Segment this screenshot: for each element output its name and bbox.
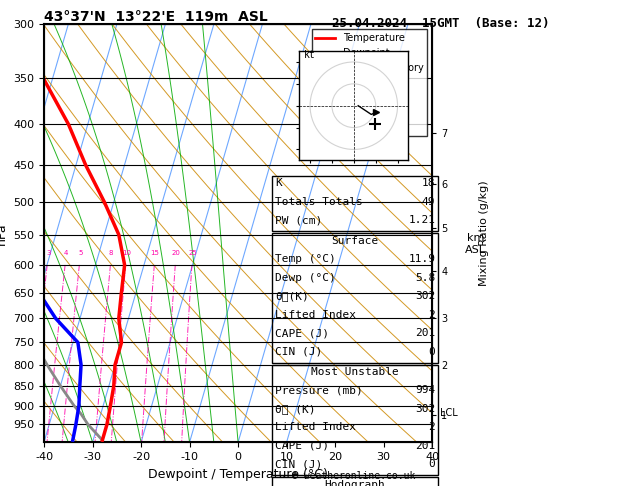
Text: 25: 25	[188, 250, 197, 256]
Text: 201: 201	[415, 328, 435, 338]
Text: 18: 18	[422, 178, 435, 189]
Text: 8: 8	[109, 250, 113, 256]
Text: 994: 994	[415, 385, 435, 396]
Text: PW (cm): PW (cm)	[275, 215, 322, 226]
Text: 0: 0	[428, 347, 435, 357]
Text: Totals Totals: Totals Totals	[275, 197, 363, 207]
Text: 302: 302	[415, 291, 435, 301]
Text: kt: kt	[304, 50, 315, 60]
Text: θᴄ (K): θᴄ (K)	[275, 404, 315, 414]
Y-axis label: hPa: hPa	[0, 222, 8, 244]
Text: CAPE (J): CAPE (J)	[275, 441, 329, 451]
Text: 20: 20	[172, 250, 181, 256]
Text: 5.8: 5.8	[415, 273, 435, 283]
Text: Dewp (°C): Dewp (°C)	[275, 273, 336, 283]
Text: 4: 4	[64, 250, 68, 256]
Text: 1.21: 1.21	[408, 215, 435, 226]
Text: Lifted Index: Lifted Index	[275, 310, 356, 320]
Text: CIN (J): CIN (J)	[275, 459, 322, 469]
Text: CAPE (J): CAPE (J)	[275, 328, 329, 338]
Text: 3: 3	[46, 250, 50, 256]
Text: LCL: LCL	[440, 408, 458, 418]
Text: 10: 10	[122, 250, 131, 256]
Legend: Temperature, Dewpoint, Parcel Trajectory, Dry Adiabat, Wet Adiabat, Isotherm, Mi: Temperature, Dewpoint, Parcel Trajectory…	[311, 29, 427, 136]
Text: Surface: Surface	[331, 236, 379, 246]
Text: 2: 2	[428, 310, 435, 320]
X-axis label: Dewpoint / Temperature (°C): Dewpoint / Temperature (°C)	[148, 468, 328, 481]
Text: 302: 302	[415, 404, 435, 414]
Text: 25.04.2024  15GMT  (Base: 12): 25.04.2024 15GMT (Base: 12)	[331, 17, 549, 30]
Text: CIN (J): CIN (J)	[275, 347, 322, 357]
Text: Mixing Ratio (g/kg): Mixing Ratio (g/kg)	[479, 180, 489, 286]
Text: Hodograph: Hodograph	[325, 480, 386, 486]
Text: 15: 15	[150, 250, 159, 256]
Text: 49: 49	[422, 197, 435, 207]
Text: Lifted Index: Lifted Index	[275, 422, 356, 433]
Text: K: K	[275, 178, 282, 189]
Text: 5: 5	[78, 250, 82, 256]
Text: 43°37'N  13°22'E  119m  ASL: 43°37'N 13°22'E 119m ASL	[44, 10, 268, 24]
Text: 2: 2	[428, 422, 435, 433]
Text: Pressure (mb): Pressure (mb)	[275, 385, 363, 396]
Y-axis label: km
ASL: km ASL	[465, 233, 486, 255]
Text: θᴄ(K): θᴄ(K)	[275, 291, 309, 301]
Text: © weatheronline.co.uk: © weatheronline.co.uk	[292, 471, 415, 481]
Text: Temp (°C): Temp (°C)	[275, 254, 336, 264]
Text: 11.9: 11.9	[408, 254, 435, 264]
Text: Most Unstable: Most Unstable	[311, 367, 399, 377]
Text: 201: 201	[415, 441, 435, 451]
Text: 0: 0	[428, 459, 435, 469]
